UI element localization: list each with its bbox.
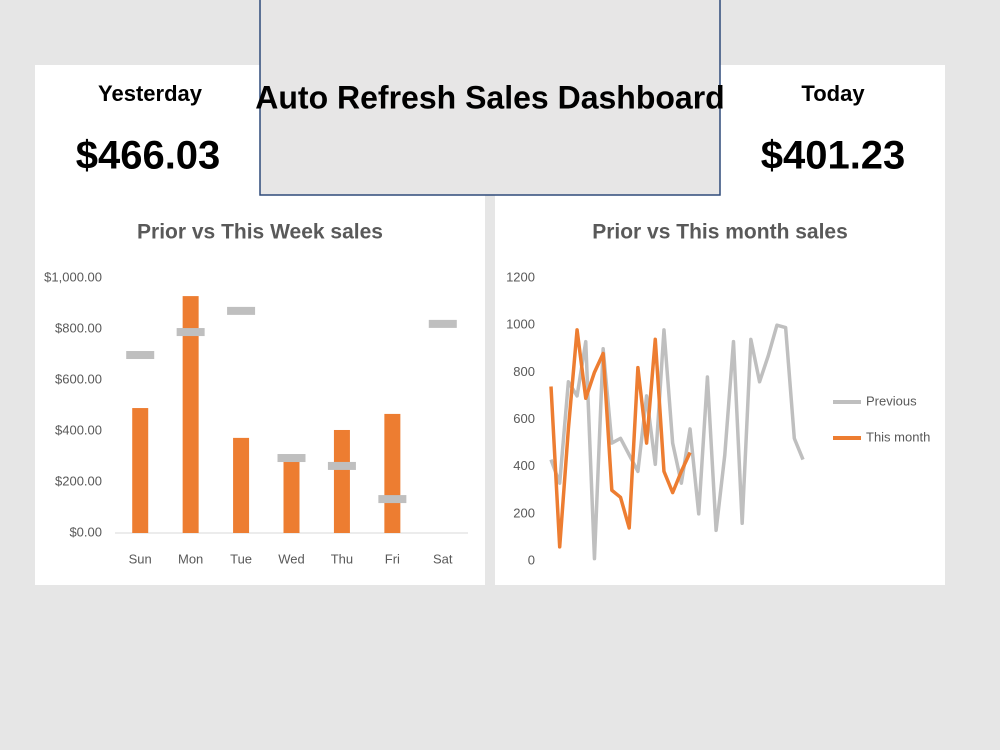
y-tick-label: $200.00: [55, 473, 102, 488]
y-tick-label: 0: [528, 552, 535, 567]
x-tick-label: Thu: [331, 551, 353, 566]
prior-marker: [428, 319, 457, 328]
legend-label: Previous: [866, 393, 917, 408]
y-tick-label: 1000: [506, 317, 535, 332]
prior-marker: [176, 328, 205, 337]
line: [549, 323, 805, 561]
x-tick-label: Fri: [385, 551, 400, 566]
y-tick-label: $400.00: [55, 422, 102, 437]
y-tick-label: $0.00: [69, 524, 102, 539]
y-tick-label: 200: [513, 505, 535, 520]
bar: [182, 296, 199, 533]
bar: [333, 429, 350, 533]
y-tick-label: 600: [513, 411, 535, 426]
x-tick-label: Sat: [433, 551, 453, 566]
kpi-label: Today: [801, 81, 865, 106]
prior-marker: [227, 306, 256, 315]
kpi-value: $466.03: [76, 134, 221, 178]
kpi-value: $401.23: [761, 134, 906, 178]
bar: [283, 460, 300, 533]
legend-label: This month: [866, 429, 930, 444]
prior-marker: [126, 351, 155, 360]
x-tick-label: Tue: [230, 551, 252, 566]
x-tick-label: Sun: [129, 551, 152, 566]
y-tick-label: 800: [513, 364, 535, 379]
x-tick-label: Mon: [178, 551, 203, 566]
bar: [233, 437, 250, 533]
chart-title: Prior vs This month sales: [592, 221, 848, 244]
y-tick-label: 400: [513, 458, 535, 473]
dashboard-title: Auto Refresh Sales Dashboard: [255, 79, 724, 115]
line: [549, 328, 692, 549]
y-tick-label: 1200: [506, 269, 535, 284]
bar: [384, 413, 401, 533]
prior-marker: [327, 461, 356, 470]
kpi-label: Yesterday: [98, 81, 203, 106]
chart-title: Prior vs This Week sales: [137, 221, 383, 244]
x-tick-label: Wed: [278, 551, 305, 566]
y-tick-label: $800.00: [55, 320, 102, 335]
bar: [132, 408, 149, 533]
y-tick-label: $1,000.00: [44, 269, 102, 284]
prior-marker: [378, 495, 407, 504]
title-box: [259, 0, 721, 196]
prior-marker: [277, 454, 306, 463]
y-tick-label: $600.00: [55, 371, 102, 386]
